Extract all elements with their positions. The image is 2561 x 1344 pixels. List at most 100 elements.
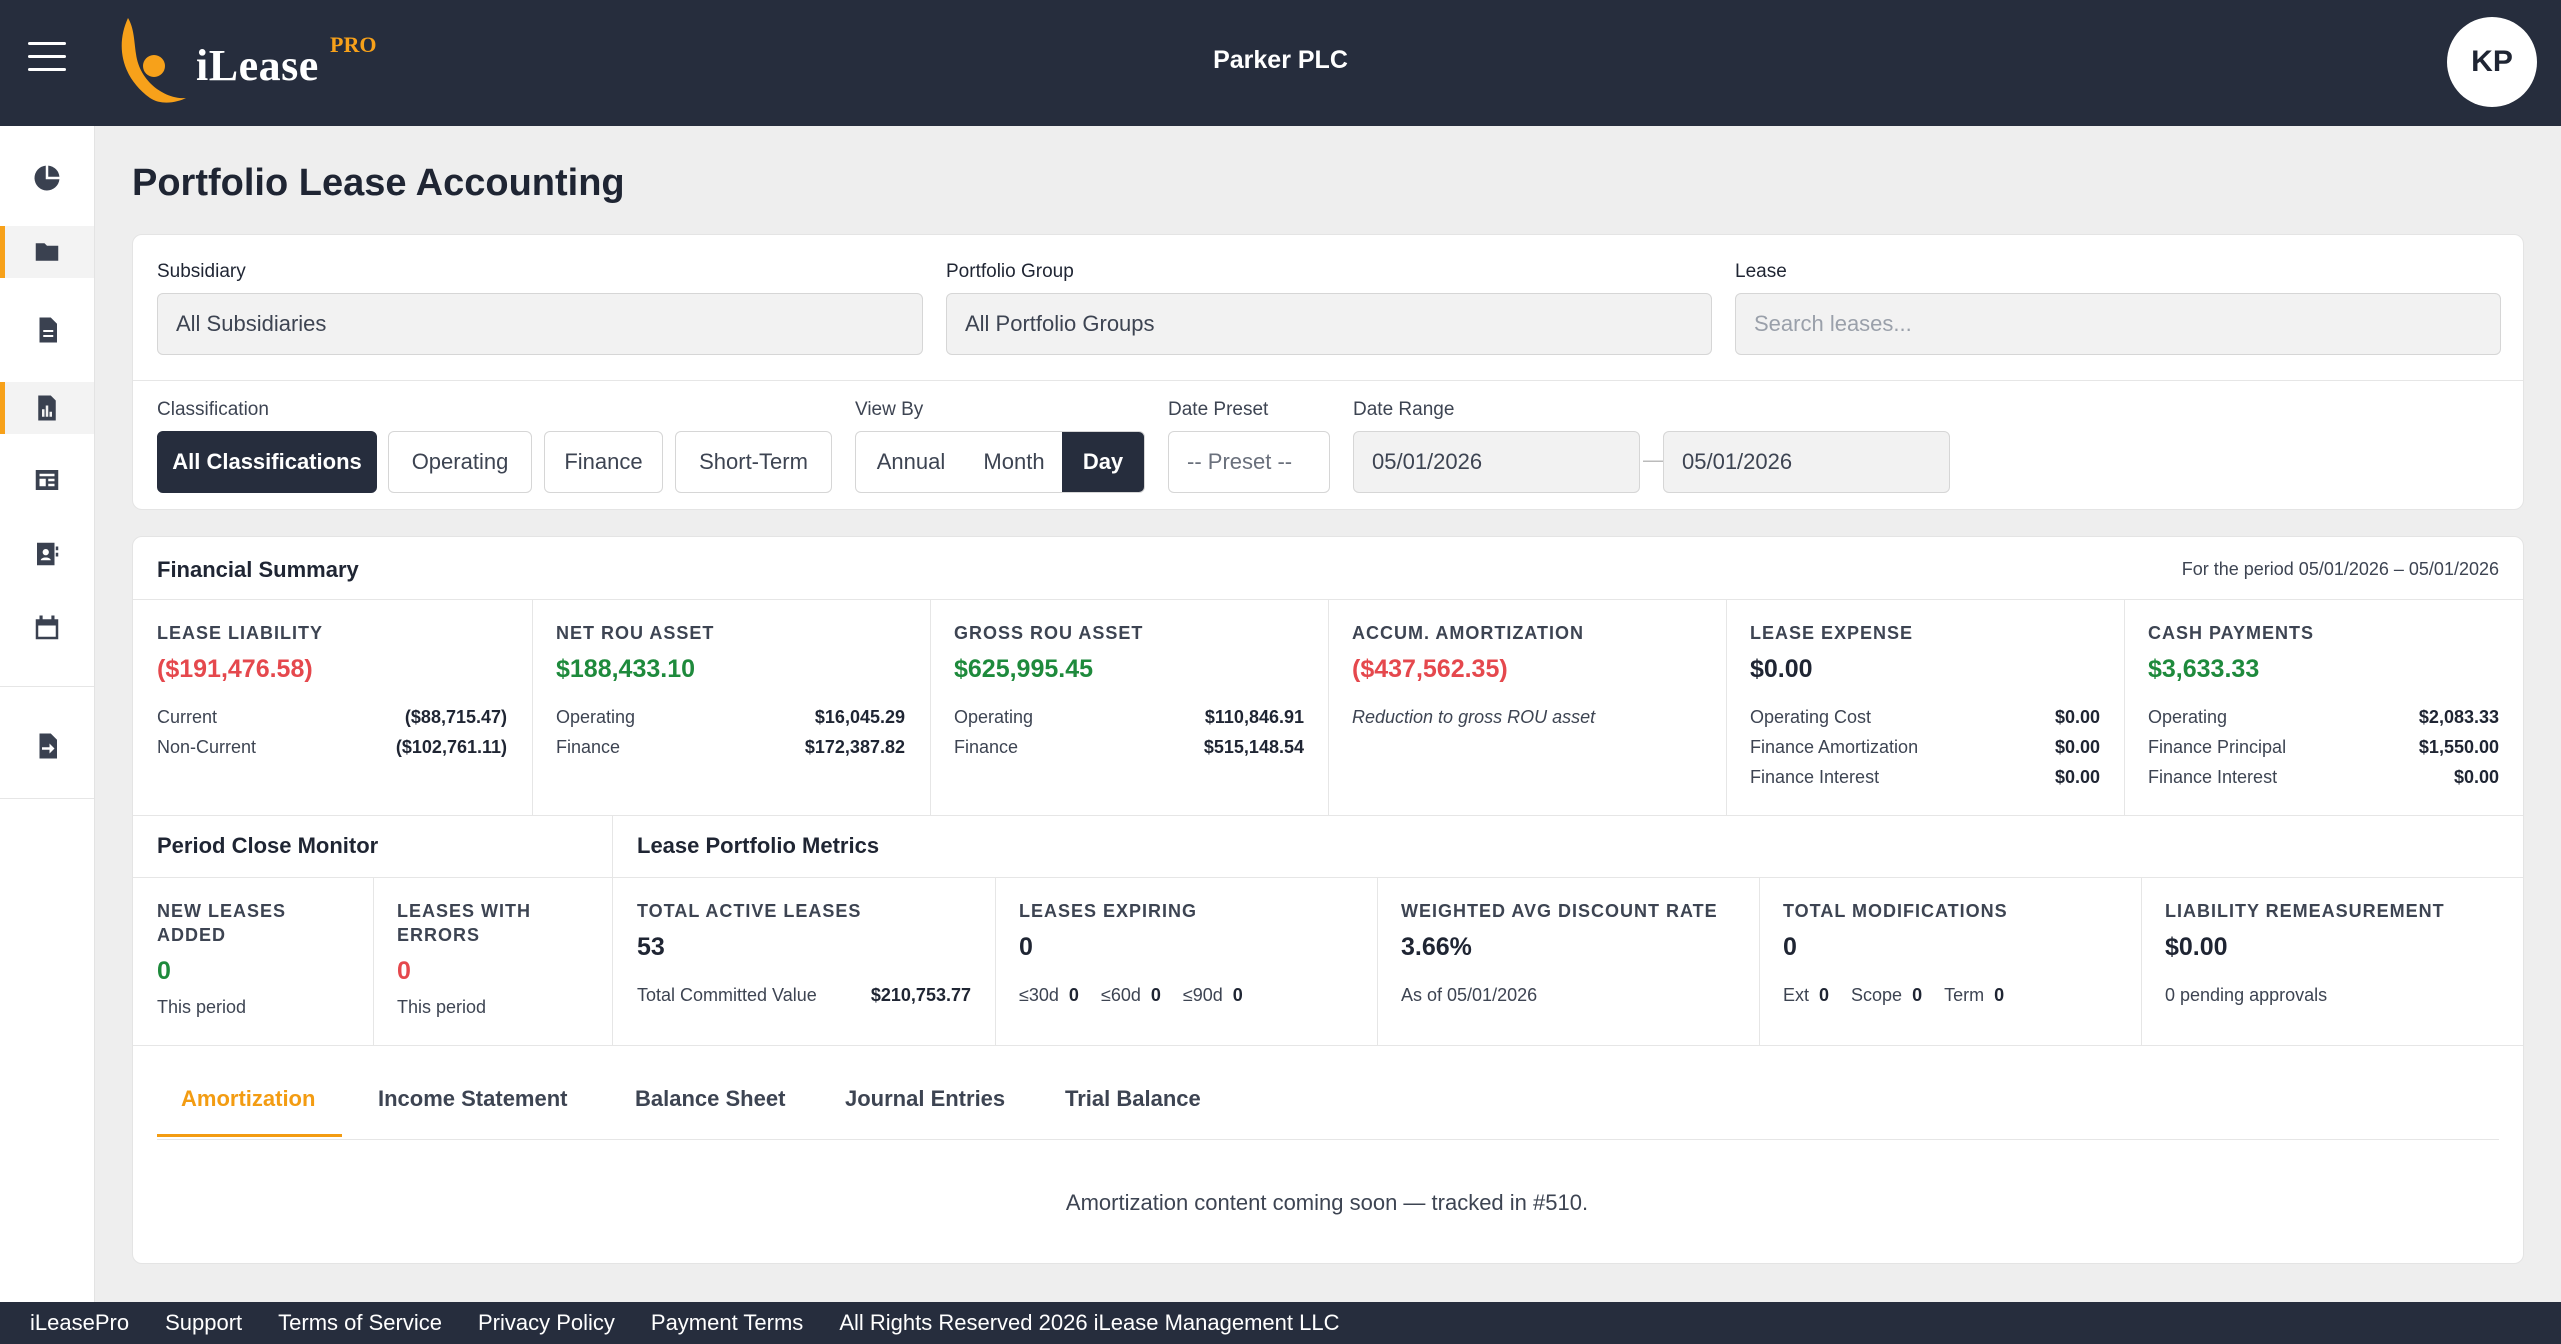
- lease-liability-label: Lease Liability: [157, 623, 324, 643]
- subsidiary-select[interactable]: All Subsidiaries: [157, 293, 923, 355]
- date-range-separator: —: [1643, 447, 1665, 472]
- date-range-label: Date Range: [1353, 399, 1455, 420]
- filters-card: Subsidiary All Subsidiaries Portfolio Gr…: [132, 234, 2524, 510]
- export-icon[interactable]: [0, 720, 94, 772]
- lease-expense-label: Lease Expense: [1750, 623, 1914, 643]
- date-preset-select[interactable]: -- Preset --: [1168, 431, 1330, 493]
- document-icon[interactable]: [0, 304, 94, 356]
- tab-amortization[interactable]: Amortization: [181, 1086, 316, 1111]
- total-active-leases-value: 53: [637, 933, 665, 961]
- view-by-month[interactable]: Month: [983, 449, 1045, 474]
- net-rou-asset-label: Net ROU Asset: [556, 623, 715, 643]
- modifications-breakdown: Ext 0 Scope 0 Term 0: [1783, 985, 2005, 1005]
- lease-expense-row-value: $0.00: [2054, 707, 2100, 727]
- folder-icon[interactable]: [0, 226, 94, 278]
- cash-payments-label: Cash Payments: [2148, 623, 2315, 643]
- lease-expense-value: $0.00: [1750, 655, 1813, 683]
- footer-link-ileasepro[interactable]: iLeasePro: [30, 1310, 130, 1335]
- liability-remeasurement-label: Liability Remeasurement: [2165, 901, 2445, 921]
- gross-rou-row-value: $515,148.54: [1203, 737, 1304, 757]
- dashboard-icon[interactable]: [0, 152, 94, 204]
- subsidiary-label: Subsidiary: [157, 261, 246, 282]
- classification-short-term-button[interactable]: Short-Term: [675, 431, 832, 493]
- cash-payments-row-label: Finance Principal: [2148, 737, 2287, 757]
- lease-label: Lease: [1735, 261, 1787, 282]
- classification-operating-button[interactable]: Operating: [388, 431, 532, 493]
- report-icon[interactable]: [0, 382, 94, 434]
- liability-remeasurement-value: $0.00: [2165, 933, 2228, 961]
- classification-finance-button[interactable]: Finance: [544, 431, 663, 493]
- classification-all-button[interactable]: All Classifications: [157, 431, 377, 493]
- portfolio-group-select[interactable]: All Portfolio Groups: [946, 293, 1712, 355]
- user-avatar[interactable]: KP: [2447, 17, 2537, 107]
- date-from-input[interactable]: 05/01/2026: [1353, 431, 1640, 493]
- leases-expiring-breakdown: ≤30d 0 ≤60d 0 ≤90d 0: [1019, 985, 1243, 1005]
- lease-expense-row-label: Finance Amortization: [1750, 737, 1919, 757]
- period-label: For the period 05/01/2026 – 05/01/2026: [2181, 559, 2499, 579]
- date-to-input[interactable]: 05/01/2026: [1663, 431, 1950, 493]
- leases-expiring-value: 0: [1019, 933, 1033, 961]
- logo-pro-badge: PRO: [330, 32, 377, 57]
- calendar-icon[interactable]: [0, 602, 94, 654]
- tab-trial-balance[interactable]: Trial Balance: [1065, 1086, 1201, 1111]
- lease-liability-value: ($191,476.58): [157, 655, 313, 683]
- footer: iLeasePro Support Terms of Service Priva…: [0, 1302, 2561, 1344]
- tab-income-statement[interactable]: Income Statement: [378, 1086, 568, 1111]
- left-nav-rail: [0, 126, 95, 1302]
- date-preset-label: Date Preset: [1168, 399, 1269, 420]
- portfolio-group-label: Portfolio Group: [946, 261, 1074, 282]
- lease-liability-row-label: Non-Current: [157, 737, 257, 757]
- discount-rate-sub: As of 05/01/2026: [1401, 985, 1538, 1005]
- financial-summary-title: Financial Summary: [157, 557, 359, 582]
- footer-link-payment-terms[interactable]: Payment Terms: [650, 1310, 804, 1335]
- leases-errors-value: 0: [397, 957, 411, 985]
- committed-value: $210,753.77: [870, 985, 971, 1005]
- view-by-day[interactable]: Day: [1062, 432, 1144, 492]
- hamburger-menu-icon[interactable]: [28, 42, 66, 72]
- leases-errors-label: Leases With Errors: [397, 901, 532, 945]
- app-logo[interactable]: iLease PRO: [116, 14, 396, 104]
- tab-journal-entries[interactable]: Journal Entries: [845, 1086, 1006, 1111]
- ledger-icon[interactable]: [0, 454, 94, 506]
- lease-expense-row-value: $0.00: [2054, 767, 2100, 787]
- footer-link-support[interactable]: Support: [165, 1310, 243, 1335]
- new-leases-value: 0: [157, 957, 171, 985]
- gross-rou-row-label: Finance: [954, 737, 1019, 757]
- contacts-icon[interactable]: [0, 528, 94, 580]
- total-modifications-label: Total Modifications: [1783, 901, 2008, 921]
- lease-portfolio-metrics-title: Lease Portfolio Metrics: [637, 833, 880, 858]
- footer-link-terms[interactable]: Terms of Service: [278, 1310, 442, 1335]
- view-by-toggle: Annual Month Day: [855, 431, 1145, 493]
- cash-payments-row-label: Operating: [2148, 707, 2228, 727]
- lease-expense-row-label: Operating Cost: [1750, 707, 1872, 727]
- new-leases-sub: This period: [157, 997, 247, 1017]
- gross-rou-row-label: Operating: [954, 707, 1034, 727]
- cash-payments-row-value: $1,550.00: [2418, 737, 2499, 757]
- cash-payments-row-label: Finance Interest: [2148, 767, 2278, 787]
- net-rou-row-value: $172,387.82: [804, 737, 905, 757]
- view-by-label: View By: [855, 399, 924, 420]
- new-leases-label: New Leases Added: [157, 901, 287, 945]
- logo-text: iLease: [196, 41, 319, 90]
- cash-payments-row-value: $0.00: [2453, 767, 2499, 787]
- view-by-annual[interactable]: Annual: [876, 449, 946, 474]
- gross-rou-row-value: $110,846.91: [1204, 707, 1304, 727]
- top-bar: iLease PRO Parker PLC KP: [0, 0, 2561, 126]
- footer-link-privacy[interactable]: Privacy Policy: [477, 1310, 615, 1335]
- lease-search-input[interactable]: Search leases...: [1735, 293, 2501, 355]
- active-tab-indicator: [157, 1134, 342, 1137]
- period-close-monitor-title: Period Close Monitor: [157, 833, 379, 858]
- lease-liability-row-value: ($102,761.11): [395, 737, 507, 757]
- page-title: Portfolio Lease Accounting: [132, 162, 625, 204]
- accum-amortization-value: ($437,562.35): [1352, 655, 1508, 683]
- discount-rate-label: Weighted Avg Discount Rate: [1401, 901, 1718, 921]
- summary-card: Financial Summary For the period 05/01/2…: [132, 536, 2524, 1264]
- leases-errors-sub: This period: [397, 997, 487, 1017]
- total-active-leases-label: Total Active Leases: [637, 901, 862, 921]
- gross-rou-asset-value: $625,995.45: [954, 655, 1094, 683]
- lease-expense-row-label: Finance Interest: [1750, 767, 1880, 787]
- committed-value-label: Total Committed Value: [637, 985, 817, 1005]
- footer-copyright: All Rights Reserved 2026 iLease Manageme…: [839, 1310, 1340, 1335]
- tab-balance-sheet[interactable]: Balance Sheet: [635, 1086, 786, 1111]
- net-rou-row-value: $16,045.29: [814, 707, 905, 727]
